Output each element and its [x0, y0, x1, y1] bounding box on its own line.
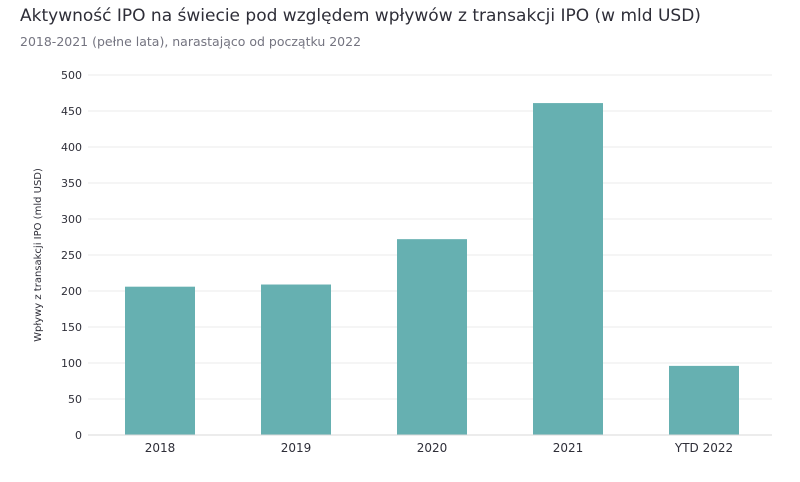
y-tick-label: 450	[61, 105, 82, 118]
bar-2018	[125, 286, 195, 435]
y-tick-label: 300	[61, 213, 82, 226]
x-tick-label: 2020	[417, 441, 448, 455]
y-tick-label: 350	[61, 177, 82, 190]
bars	[125, 103, 739, 435]
bar-2020	[397, 239, 467, 435]
bar-2019	[261, 284, 331, 435]
y-tick-label: 200	[61, 285, 82, 298]
chart-subtitle: 2018-2021 (pełne lata), narastająco od p…	[20, 34, 362, 49]
y-axis-label: Wpływy z transakcji IPO (mld USD)	[33, 168, 44, 342]
x-axis-ticks: 2018 2019 2020 2021 YTD 2022	[145, 441, 733, 455]
bar-2021	[533, 103, 603, 435]
y-tick-label: 150	[61, 321, 82, 334]
x-tick-label: 2021	[553, 441, 584, 455]
x-tick-label: 2018	[145, 441, 176, 455]
y-tick-label: 0	[75, 429, 82, 442]
y-tick-label: 100	[61, 357, 82, 370]
x-tick-label: YTD 2022	[674, 441, 733, 455]
y-axis-ticks: 0 50 100 150 200 250 300 350 400 450 500	[61, 69, 82, 442]
y-tick-label: 500	[61, 69, 82, 82]
y-tick-label: 400	[61, 141, 82, 154]
chart-title: Aktywność IPO na świecie pod względem wp…	[20, 6, 701, 26]
x-tick-label: 2019	[281, 441, 312, 455]
y-tick-label: 50	[68, 393, 82, 406]
y-tick-label: 250	[61, 249, 82, 262]
gridlines	[88, 74, 772, 400]
bar-ytd-2022	[669, 365, 739, 435]
